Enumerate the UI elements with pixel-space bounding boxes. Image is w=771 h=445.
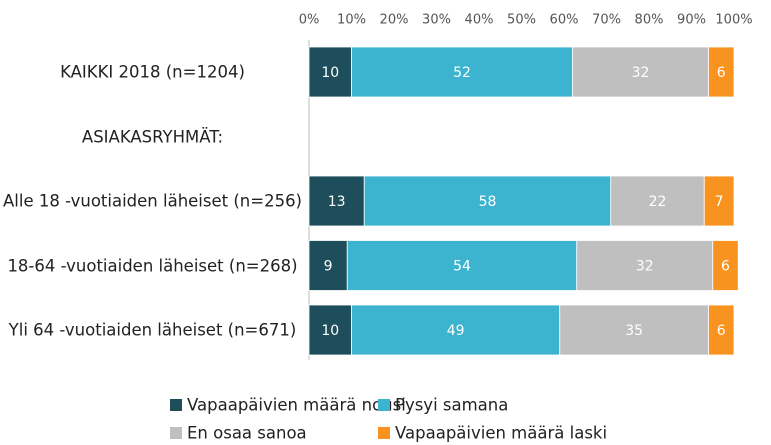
bar-segment	[610, 175, 705, 227]
legend-swatch	[378, 427, 390, 439]
legend-swatch	[170, 427, 182, 439]
x-tick-label: 60%	[550, 13, 579, 28]
bar-segment	[351, 304, 561, 356]
bar-segment	[708, 304, 735, 356]
data-label: 54	[453, 259, 471, 275]
y-tick-label: Alle 18 -vuotiaiden läheiset (n=256)	[3, 191, 302, 211]
y-tick-label: KAIKKI 2018 (n=1204)	[60, 62, 245, 82]
legend-label: En osaa sanoa	[187, 424, 307, 443]
data-label: 10	[321, 323, 339, 339]
data-label: 58	[479, 194, 497, 210]
data-label: 32	[636, 259, 654, 275]
bar-segment	[363, 175, 612, 227]
x-tick-label: 70%	[592, 13, 621, 28]
bar-segment	[346, 240, 578, 291]
data-label: 6	[721, 259, 730, 275]
x-tick-label: 50%	[507, 13, 536, 28]
data-label: 52	[453, 65, 471, 81]
data-label: 35	[625, 323, 643, 339]
legend-label: Pysyi samana	[395, 396, 508, 415]
bar-segment	[572, 46, 709, 98]
x-tick-label: 90%	[677, 13, 706, 28]
bar-segment	[708, 46, 735, 98]
data-label: 10	[321, 65, 339, 81]
bar-segment	[559, 304, 709, 356]
x-tick-label: 80%	[635, 13, 664, 28]
data-label: 6	[717, 65, 726, 81]
bar-segment	[703, 175, 735, 227]
x-tick-label: 100%	[715, 13, 752, 28]
x-tick-label: 30%	[422, 13, 451, 28]
bar-segment	[712, 240, 739, 291]
x-tick-label: 10%	[337, 13, 366, 28]
y-tick-label: ASIAKASRYHMÄT:	[81, 126, 224, 146]
bar-segment	[308, 175, 365, 227]
y-tick-label: 18-64 -vuotiaiden läheiset (n=268)	[7, 255, 298, 275]
data-label: 32	[632, 65, 650, 81]
legend-swatch	[378, 399, 390, 411]
data-label: 49	[447, 323, 465, 339]
data-label: 9	[324, 259, 333, 275]
x-tick-label: 20%	[380, 13, 409, 28]
legend-swatch	[170, 399, 182, 411]
bar-segment	[308, 304, 352, 356]
bar-segment	[576, 240, 714, 291]
legend-label: Vapaapäivien määrä nousi	[187, 396, 406, 415]
y-tick-label: Yli 64 -vuotiaiden läheiset (n=671)	[8, 320, 297, 340]
x-tick-label: 40%	[465, 13, 494, 28]
data-label: 6	[717, 323, 726, 339]
x-tick-label: 0%	[299, 13, 320, 28]
data-label: 13	[328, 194, 346, 210]
data-label: 22	[649, 194, 667, 210]
data-label: 7	[715, 194, 724, 210]
legend-label: Vapaapäivien määrä laski	[395, 424, 607, 443]
